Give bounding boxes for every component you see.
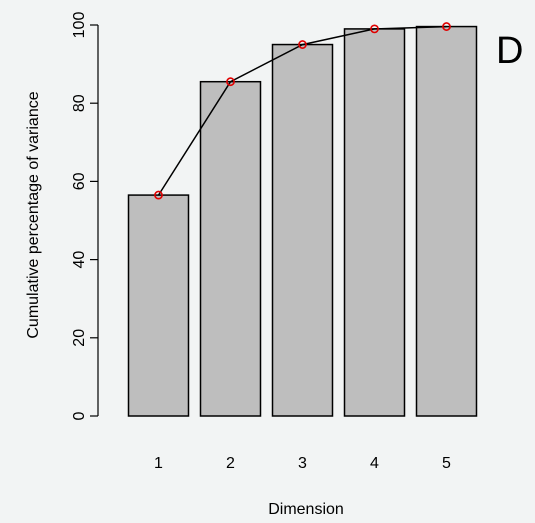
x-axis-tick-labels: 1 2 3 4 5 bbox=[154, 455, 451, 472]
y-axis: 0 20 40 60 80 100 bbox=[71, 12, 99, 420]
y-tick-label-0: 0 bbox=[71, 411, 88, 420]
y-tick-label-80: 80 bbox=[71, 94, 88, 112]
cumulative-point-4 bbox=[370, 24, 379, 34]
cumulative-point-2 bbox=[226, 77, 235, 87]
x-tick-label-4: 4 bbox=[370, 455, 379, 472]
cumulative-line bbox=[157, 25, 447, 196]
bar-1 bbox=[127, 194, 190, 417]
y-tick-label-100: 100 bbox=[71, 12, 88, 39]
y-tick-label-60: 60 bbox=[71, 172, 88, 190]
y-tick-label-40: 40 bbox=[71, 251, 88, 269]
bar-3 bbox=[271, 43, 334, 417]
x-axis-label: Dimension bbox=[268, 501, 344, 518]
bar-2 bbox=[199, 80, 262, 417]
y-tick-label-20: 20 bbox=[71, 329, 88, 347]
x-tick-label-3: 3 bbox=[298, 455, 307, 472]
cumulative-points-layer bbox=[154, 22, 451, 200]
y-axis-label: Cumulative percentage of variance bbox=[25, 91, 42, 338]
x-tick-label-1: 1 bbox=[154, 455, 163, 472]
x-tick-label-2: 2 bbox=[226, 455, 235, 472]
cumulative-point-3 bbox=[298, 40, 307, 49]
bar-4 bbox=[343, 28, 406, 417]
cumulative-point-5 bbox=[442, 22, 451, 31]
cumulative-line-layer bbox=[157, 25, 447, 196]
panel-letter: D bbox=[496, 30, 523, 72]
bar-5 bbox=[415, 25, 478, 417]
bars-layer bbox=[127, 25, 478, 417]
x-tick-label-5: 5 bbox=[442, 455, 451, 472]
cumulative-point-1 bbox=[154, 190, 163, 200]
